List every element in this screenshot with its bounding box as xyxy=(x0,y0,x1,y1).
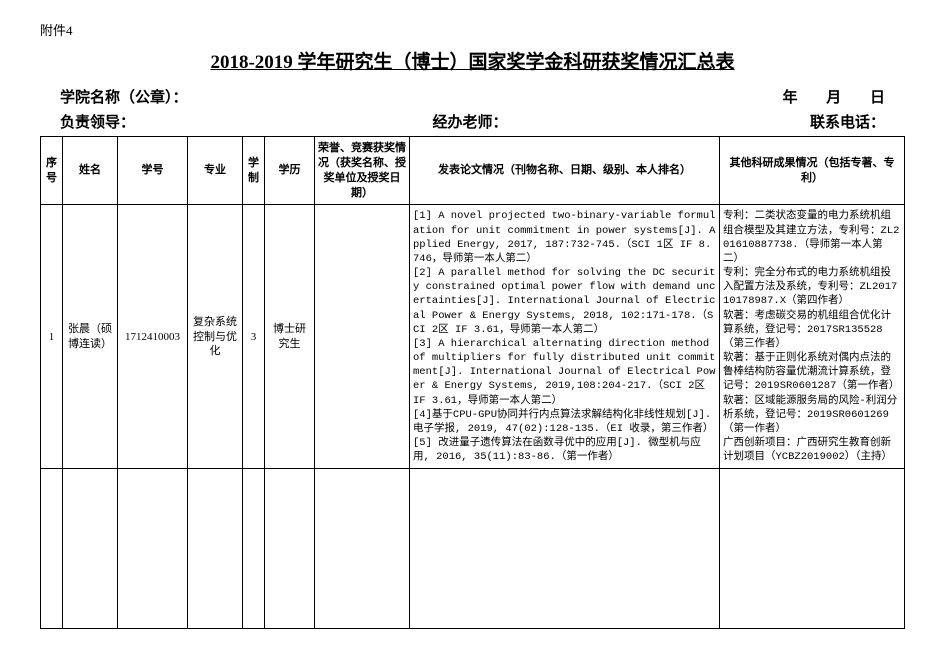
phone-label: 联系电话： xyxy=(685,111,885,132)
empty-cell xyxy=(118,469,188,629)
empty-cell xyxy=(315,469,410,629)
empty-cell xyxy=(243,469,265,629)
th-system: 学制 xyxy=(243,137,265,205)
empty-cell xyxy=(41,469,63,629)
teacher-label: 经办老师： xyxy=(313,111,686,132)
th-major: 专业 xyxy=(188,137,243,205)
empty-cell xyxy=(265,469,315,629)
th-other: 其他科研成果情况（包括专著、专利） xyxy=(720,137,905,205)
table-header-row: 序号 姓名 学号 专业 学制 学历 荣誉、竞赛获奖情况（获奖名称、授奖单位及授奖… xyxy=(41,137,905,205)
empty-cell xyxy=(188,469,243,629)
cell-major: 复杂系统控制与优化 xyxy=(188,205,243,469)
cell-system: 3 xyxy=(243,205,265,469)
th-honor: 荣誉、竞赛获奖情况（获奖名称、授奖单位及授奖日期） xyxy=(315,137,410,205)
year-label: 年 xyxy=(758,86,798,107)
cell-student-id: 1712410003 xyxy=(118,205,188,469)
table-row: 1 张晨（硕博连读） 1712410003 复杂系统控制与优化 3 博士研究生 … xyxy=(41,205,905,469)
school-label: 学院名称（公章）： xyxy=(60,86,313,107)
page-title: 2018-2019 学年研究生（博士）国家奖学金科研获奖情况汇总表 xyxy=(40,47,905,74)
empty-cell xyxy=(720,469,905,629)
attachment-label: 附件4 xyxy=(40,20,905,39)
cell-education: 博士研究生 xyxy=(265,205,315,469)
summary-table: 序号 姓名 学号 专业 学制 学历 荣誉、竞赛获奖情况（获奖名称、授奖单位及授奖… xyxy=(40,136,905,629)
leader-label: 负责领导： xyxy=(60,111,313,132)
meta-row-2: 负责领导： 经办老师： 联系电话： xyxy=(40,111,905,132)
empty-cell xyxy=(63,469,118,629)
cell-honor xyxy=(315,205,410,469)
cell-papers: [1] A novel projected two-binary-variabl… xyxy=(410,205,720,469)
empty-cell xyxy=(410,469,720,629)
th-name: 姓名 xyxy=(63,137,118,205)
day-label: 日 xyxy=(845,86,885,107)
th-education: 学历 xyxy=(265,137,315,205)
month-label: 月 xyxy=(801,86,841,107)
th-student-id: 学号 xyxy=(118,137,188,205)
th-papers: 发表论文情况（刊物名称、日期、级别、本人排名） xyxy=(410,137,720,205)
table-row-empty xyxy=(41,469,905,629)
cell-other: 专利：二类状态变量的电力系统机组组合模型及其建立方法，专利号：ZL2016108… xyxy=(720,205,905,469)
date-labels: 年 月 日 xyxy=(685,86,885,107)
cell-seq: 1 xyxy=(41,205,63,469)
th-seq: 序号 xyxy=(41,137,63,205)
meta-row-1: 学院名称（公章）： 年 月 日 xyxy=(40,86,905,107)
cell-name: 张晨（硕博连读） xyxy=(63,205,118,469)
